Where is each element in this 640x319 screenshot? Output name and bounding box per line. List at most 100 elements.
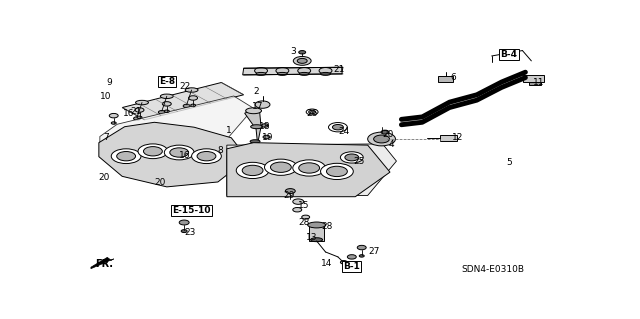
Circle shape xyxy=(179,220,189,225)
Text: 11: 11 xyxy=(533,78,545,86)
Bar xyxy=(523,75,544,82)
Text: 21: 21 xyxy=(130,107,141,116)
Text: 20: 20 xyxy=(155,178,166,187)
Text: 8: 8 xyxy=(217,146,223,155)
Circle shape xyxy=(163,102,172,106)
Text: 1: 1 xyxy=(226,126,232,135)
Text: 13: 13 xyxy=(307,233,318,242)
Polygon shape xyxy=(99,122,248,187)
Text: B-1: B-1 xyxy=(344,262,360,271)
Polygon shape xyxy=(227,144,396,196)
Circle shape xyxy=(319,68,332,74)
Text: 23: 23 xyxy=(184,228,196,237)
Text: SDN4-E0310B: SDN4-E0310B xyxy=(461,265,524,274)
Text: FR.: FR. xyxy=(95,259,113,269)
Circle shape xyxy=(191,149,221,164)
Circle shape xyxy=(367,132,396,146)
Circle shape xyxy=(189,96,198,100)
Circle shape xyxy=(264,159,297,175)
Text: 9: 9 xyxy=(106,78,111,86)
Text: 28: 28 xyxy=(298,218,310,226)
Circle shape xyxy=(242,165,263,175)
Text: 28: 28 xyxy=(321,222,333,231)
Circle shape xyxy=(321,163,353,180)
Ellipse shape xyxy=(251,125,262,129)
Text: 7: 7 xyxy=(103,132,109,142)
Text: 3: 3 xyxy=(291,47,296,56)
Circle shape xyxy=(381,130,389,134)
Circle shape xyxy=(164,145,194,160)
Circle shape xyxy=(170,148,189,157)
Circle shape xyxy=(271,162,291,172)
Bar xyxy=(309,225,324,241)
Ellipse shape xyxy=(161,94,173,99)
Text: 15: 15 xyxy=(298,201,310,210)
Circle shape xyxy=(299,163,319,173)
Bar xyxy=(529,82,541,85)
Circle shape xyxy=(138,144,168,159)
Circle shape xyxy=(191,104,196,107)
Circle shape xyxy=(292,208,301,212)
Circle shape xyxy=(255,101,270,108)
Circle shape xyxy=(197,152,216,161)
Circle shape xyxy=(297,58,307,63)
Circle shape xyxy=(348,255,356,259)
Polygon shape xyxy=(122,83,244,120)
Ellipse shape xyxy=(321,72,330,75)
Circle shape xyxy=(308,110,316,114)
Ellipse shape xyxy=(246,108,262,114)
Circle shape xyxy=(299,51,306,54)
Polygon shape xyxy=(227,143,390,197)
Text: 17: 17 xyxy=(252,102,263,111)
Text: 20: 20 xyxy=(98,173,109,182)
Polygon shape xyxy=(244,111,261,144)
Circle shape xyxy=(158,110,165,114)
Ellipse shape xyxy=(277,72,287,75)
Polygon shape xyxy=(100,96,253,149)
Circle shape xyxy=(292,160,326,176)
Ellipse shape xyxy=(300,72,309,75)
Text: 21: 21 xyxy=(333,65,344,74)
Text: 19: 19 xyxy=(262,133,273,142)
Polygon shape xyxy=(91,257,114,269)
Circle shape xyxy=(374,135,390,143)
Text: 24: 24 xyxy=(339,127,349,136)
Text: 20: 20 xyxy=(383,130,394,139)
Circle shape xyxy=(285,189,295,194)
Circle shape xyxy=(359,255,364,257)
Circle shape xyxy=(262,124,269,127)
Polygon shape xyxy=(401,72,525,125)
Ellipse shape xyxy=(256,72,266,75)
Circle shape xyxy=(276,68,289,74)
Text: 14: 14 xyxy=(321,259,333,268)
Text: 4: 4 xyxy=(388,140,394,149)
Text: 12: 12 xyxy=(452,132,463,142)
Circle shape xyxy=(326,166,348,177)
Bar xyxy=(440,135,458,141)
Circle shape xyxy=(236,162,269,179)
Ellipse shape xyxy=(185,88,198,92)
Circle shape xyxy=(263,135,270,139)
Circle shape xyxy=(301,215,310,219)
Text: 22: 22 xyxy=(180,82,191,92)
Text: 18: 18 xyxy=(259,122,270,131)
Circle shape xyxy=(134,117,141,120)
Ellipse shape xyxy=(250,140,260,143)
Circle shape xyxy=(164,110,169,113)
Text: 16: 16 xyxy=(123,109,134,118)
Circle shape xyxy=(116,152,136,161)
Circle shape xyxy=(332,124,344,130)
Ellipse shape xyxy=(310,238,323,242)
Text: 5: 5 xyxy=(506,158,512,167)
Circle shape xyxy=(137,116,142,119)
Text: 10: 10 xyxy=(100,92,111,101)
Text: 16: 16 xyxy=(179,151,191,160)
Circle shape xyxy=(345,154,359,161)
Text: E-15-10: E-15-10 xyxy=(172,206,211,215)
Circle shape xyxy=(293,56,311,65)
Ellipse shape xyxy=(136,100,148,105)
Polygon shape xyxy=(243,67,343,75)
Circle shape xyxy=(135,108,144,112)
Circle shape xyxy=(340,261,348,264)
Circle shape xyxy=(357,245,366,250)
